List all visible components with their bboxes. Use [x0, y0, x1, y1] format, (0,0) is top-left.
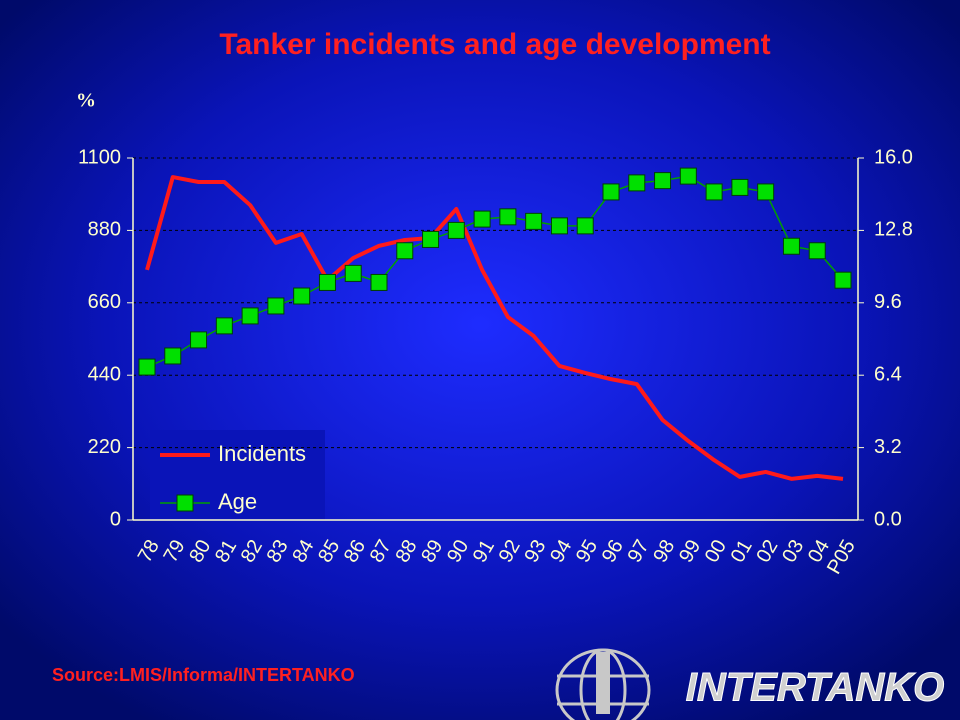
y2-tick-label: 3.2 — [874, 436, 902, 458]
marker — [241, 307, 259, 325]
y2-tick-label: 16.0 — [874, 146, 913, 168]
y2-tick-label: 9.6 — [874, 291, 902, 313]
marker — [499, 208, 517, 226]
y-tick-label: 1100 — [78, 146, 121, 168]
y-tick-label: 660 — [88, 291, 121, 313]
marker — [782, 237, 800, 255]
marker — [757, 183, 775, 201]
marker — [164, 347, 182, 365]
chart-title: Tanker incidents and age development — [219, 28, 770, 61]
marker — [834, 271, 852, 289]
marker — [138, 358, 156, 376]
y-tick-label: 880 — [88, 219, 121, 241]
marker — [396, 242, 414, 260]
series-line — [145, 175, 844, 481]
marker — [293, 287, 311, 305]
marker — [628, 174, 646, 192]
y2-tick-label: 0.0 — [874, 508, 902, 530]
logo-text: INTERTANKO — [686, 666, 945, 710]
marker — [679, 167, 697, 185]
marker — [473, 210, 491, 228]
marker — [422, 230, 440, 248]
marker — [808, 242, 826, 260]
marker — [318, 273, 336, 291]
marker — [190, 331, 208, 349]
y-tick-label: 220 — [88, 436, 121, 458]
marker — [215, 317, 233, 335]
legend-marker — [176, 494, 194, 512]
legend-label: Incidents — [218, 441, 306, 466]
y-tick-label: 0 — [110, 508, 121, 530]
y-tick-label: 440 — [88, 363, 121, 385]
marker — [731, 178, 749, 196]
marker — [267, 297, 285, 315]
source: Source:LMIS/Informa/INTERTANKO — [52, 665, 355, 685]
marker — [550, 217, 568, 235]
marker — [370, 273, 388, 291]
marker — [447, 221, 465, 239]
logo: INTERTANKO — [555, 648, 945, 720]
marker — [344, 264, 362, 282]
y2-tick-label: 12.8 — [874, 219, 913, 241]
marker — [654, 172, 672, 190]
legend-label: Age — [218, 489, 257, 514]
marker — [576, 217, 594, 235]
marker — [602, 183, 620, 201]
y2-tick-label: 6.4 — [874, 363, 902, 385]
series-line — [146, 175, 844, 368]
y-axis-label: % — [76, 90, 96, 112]
marker — [525, 212, 543, 230]
marker — [705, 183, 723, 201]
